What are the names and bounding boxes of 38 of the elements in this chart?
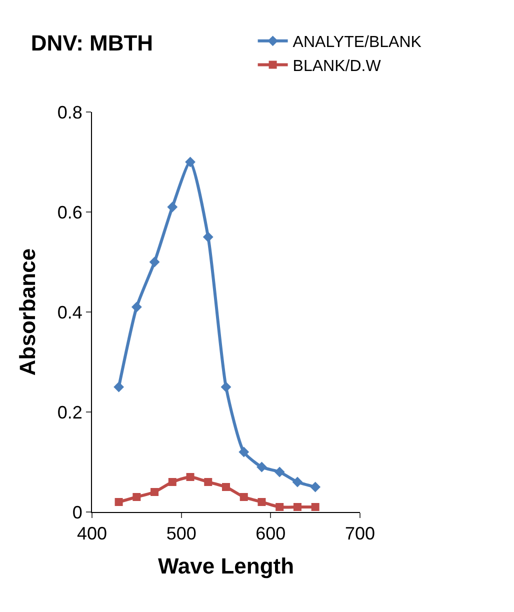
y-tick-label: 0.8 (57, 102, 82, 122)
x-axis-title: Wave Length (158, 554, 294, 578)
y-tick-label: 0.2 (57, 402, 82, 422)
chart-title: DNV: MBTH (30, 30, 154, 56)
point (202, 232, 214, 242)
y-axis-title: Absorbance (15, 248, 40, 376)
y-tick-label: 0 (72, 502, 82, 522)
point (168, 478, 176, 486)
point (132, 493, 141, 501)
point (167, 202, 178, 212)
point (114, 382, 124, 392)
point (310, 482, 321, 492)
point (186, 473, 194, 481)
y-tick-label: 0.4 (57, 302, 82, 322)
point (274, 466, 285, 478)
y-tick-label: 0.6 (57, 202, 82, 222)
x-tick-label: 700 (344, 524, 376, 544)
point (185, 156, 196, 168)
point (204, 478, 212, 486)
point (220, 382, 232, 392)
point (131, 302, 142, 312)
point (114, 498, 123, 506)
legend-label: ANALYTE/BLANK (292, 34, 422, 52)
point (293, 503, 302, 511)
point (311, 503, 320, 511)
point (150, 488, 159, 496)
x-tick-label: 500 (166, 524, 196, 544)
point (238, 446, 250, 458)
x-tick-label: 400 (76, 524, 108, 544)
point (292, 476, 303, 488)
x-tick-label: 600 (256, 524, 286, 544)
point (258, 498, 266, 506)
point (149, 256, 160, 268)
legend-label: BLANK/D.W (292, 58, 382, 75)
point (222, 483, 230, 491)
point (256, 462, 267, 472)
point (276, 503, 284, 511)
point (240, 493, 248, 501)
